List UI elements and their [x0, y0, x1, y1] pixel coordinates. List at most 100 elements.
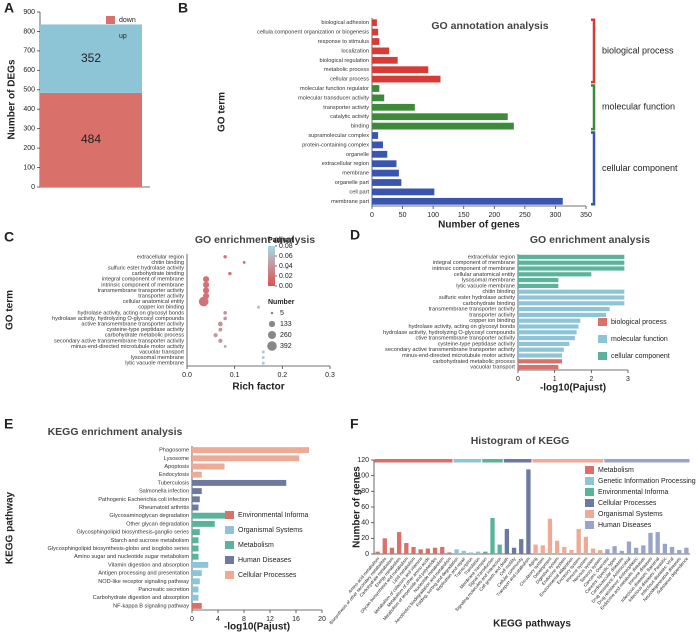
legend-label: Human Diseases: [238, 557, 292, 564]
point: [213, 333, 218, 338]
bar: [372, 103, 415, 111]
size-label: 5: [280, 310, 284, 317]
y-tick-label: 100: [23, 164, 35, 171]
colorbar-label: 0.06: [279, 253, 293, 260]
chart-title: GO enrichment analysis: [195, 234, 315, 246]
x-tick-label: 16: [292, 616, 300, 623]
category-label: vacuolar transport: [139, 349, 184, 355]
category-label: cellular anatomical entity: [123, 299, 184, 305]
category-label: carbohydrate metabolic process: [105, 333, 184, 339]
group-bracket: [591, 84, 596, 131]
category-label: response to stimulus: [318, 39, 370, 45]
point: [228, 271, 232, 276]
bar-segment: [40, 92, 142, 187]
colorbar-label: 0.00: [279, 283, 293, 290]
category-label: cell part: [349, 189, 369, 195]
category-label: Pancreatic secretion: [138, 587, 189, 593]
category-label: Endocytosis: [159, 472, 189, 478]
bar: [372, 66, 429, 74]
bar: [518, 330, 577, 335]
group-label: biological process: [602, 45, 674, 55]
point: [202, 281, 210, 288]
category-label: Carbohydrate digestion and absorption: [93, 595, 189, 601]
group-bracket: [591, 131, 596, 206]
panel-letter: D: [350, 227, 360, 243]
group-bracket: [591, 18, 596, 84]
category-label: carbohydrate binding: [463, 301, 515, 307]
category-label: organelle: [346, 152, 369, 158]
category-label: secondary active transmembrane transport…: [54, 338, 184, 344]
bar: [447, 552, 452, 554]
legend-swatch: [585, 466, 594, 474]
x-tick-label: 100: [427, 212, 439, 219]
chart-title: GO annotation analysis: [431, 20, 548, 32]
bar: [483, 551, 488, 554]
legend-swatch: [585, 510, 594, 518]
category-label: Phagosome: [159, 448, 189, 454]
point: [202, 276, 210, 283]
bar: [372, 141, 384, 149]
bar: [372, 197, 563, 205]
bar: [540, 545, 545, 554]
category-label: sulfuric ester hydrolase activity: [108, 265, 184, 271]
category-label: cellular anatomical entity: [454, 272, 515, 278]
bar: [475, 551, 481, 554]
category-label: supramolecular complex: [308, 133, 369, 139]
category-label: biological adhesion: [321, 20, 369, 26]
bar: [454, 549, 459, 554]
bar: [192, 561, 209, 568]
bar-segment: [40, 24, 142, 93]
x-tick-label: 0.3: [325, 372, 335, 379]
category-label: extracellular region: [322, 161, 369, 167]
category-label: intrinsic component of membrane: [101, 282, 184, 288]
bar: [468, 552, 474, 554]
bar: [583, 536, 589, 554]
category-label: carbohydrate binding: [132, 271, 184, 277]
legend-swatch: [106, 32, 115, 40]
category-label: hydrolase activity, acting on glycosyl b…: [408, 324, 515, 330]
bar: [396, 532, 402, 554]
bar: [518, 254, 625, 259]
y-axis-label: GO term: [5, 290, 16, 330]
x-tick-label: 8: [242, 616, 246, 623]
bar: [518, 318, 581, 323]
bar: [569, 550, 574, 554]
point: [202, 287, 210, 294]
bar: [372, 160, 397, 168]
y-tick-label: 700: [23, 48, 35, 55]
legend-swatch: [598, 318, 607, 326]
bar: [372, 122, 514, 130]
group-stripe: [503, 459, 532, 463]
y-tick-label: 120: [357, 457, 369, 464]
y-tick-label: 40: [361, 520, 369, 527]
category-label: integral component of membrane: [102, 277, 184, 283]
legend-label: Cellular Processes: [238, 572, 297, 579]
category-label: molecular transducer activity: [298, 95, 369, 101]
size-label: 260: [280, 332, 292, 339]
x-tick-label: 150: [458, 212, 470, 219]
value-label: 484: [81, 132, 101, 146]
point: [223, 310, 227, 315]
category-label: Apoptosis: [164, 464, 189, 470]
category-label: molecular function regulator: [300, 86, 369, 92]
y-tick-label: 400: [23, 106, 35, 113]
legend-swatch: [585, 521, 594, 529]
bar: [662, 543, 668, 554]
panel-letter: C: [4, 229, 14, 245]
bar: [192, 594, 199, 601]
category-label: vacuolar transport: [470, 365, 515, 371]
group-stripe: [482, 459, 503, 463]
category-label: Other glycan degradation: [126, 521, 189, 527]
category-label: active transmembrane transporter activit…: [81, 321, 184, 327]
category-label: Pathogenic Escherichia coli infection: [98, 497, 189, 503]
x-tick-label: 350: [580, 212, 592, 219]
legend-label: Organismal Systems: [238, 527, 303, 534]
category-label: ctive transmembrane transporter activity: [416, 336, 516, 342]
group-label: cellular component: [602, 163, 678, 173]
colorbar: [268, 246, 275, 286]
bar: [372, 47, 390, 55]
bar: [518, 365, 559, 370]
legend-swatch: [225, 511, 234, 519]
category-label: intrinsic component of membrane: [432, 266, 515, 272]
point: [223, 316, 227, 321]
